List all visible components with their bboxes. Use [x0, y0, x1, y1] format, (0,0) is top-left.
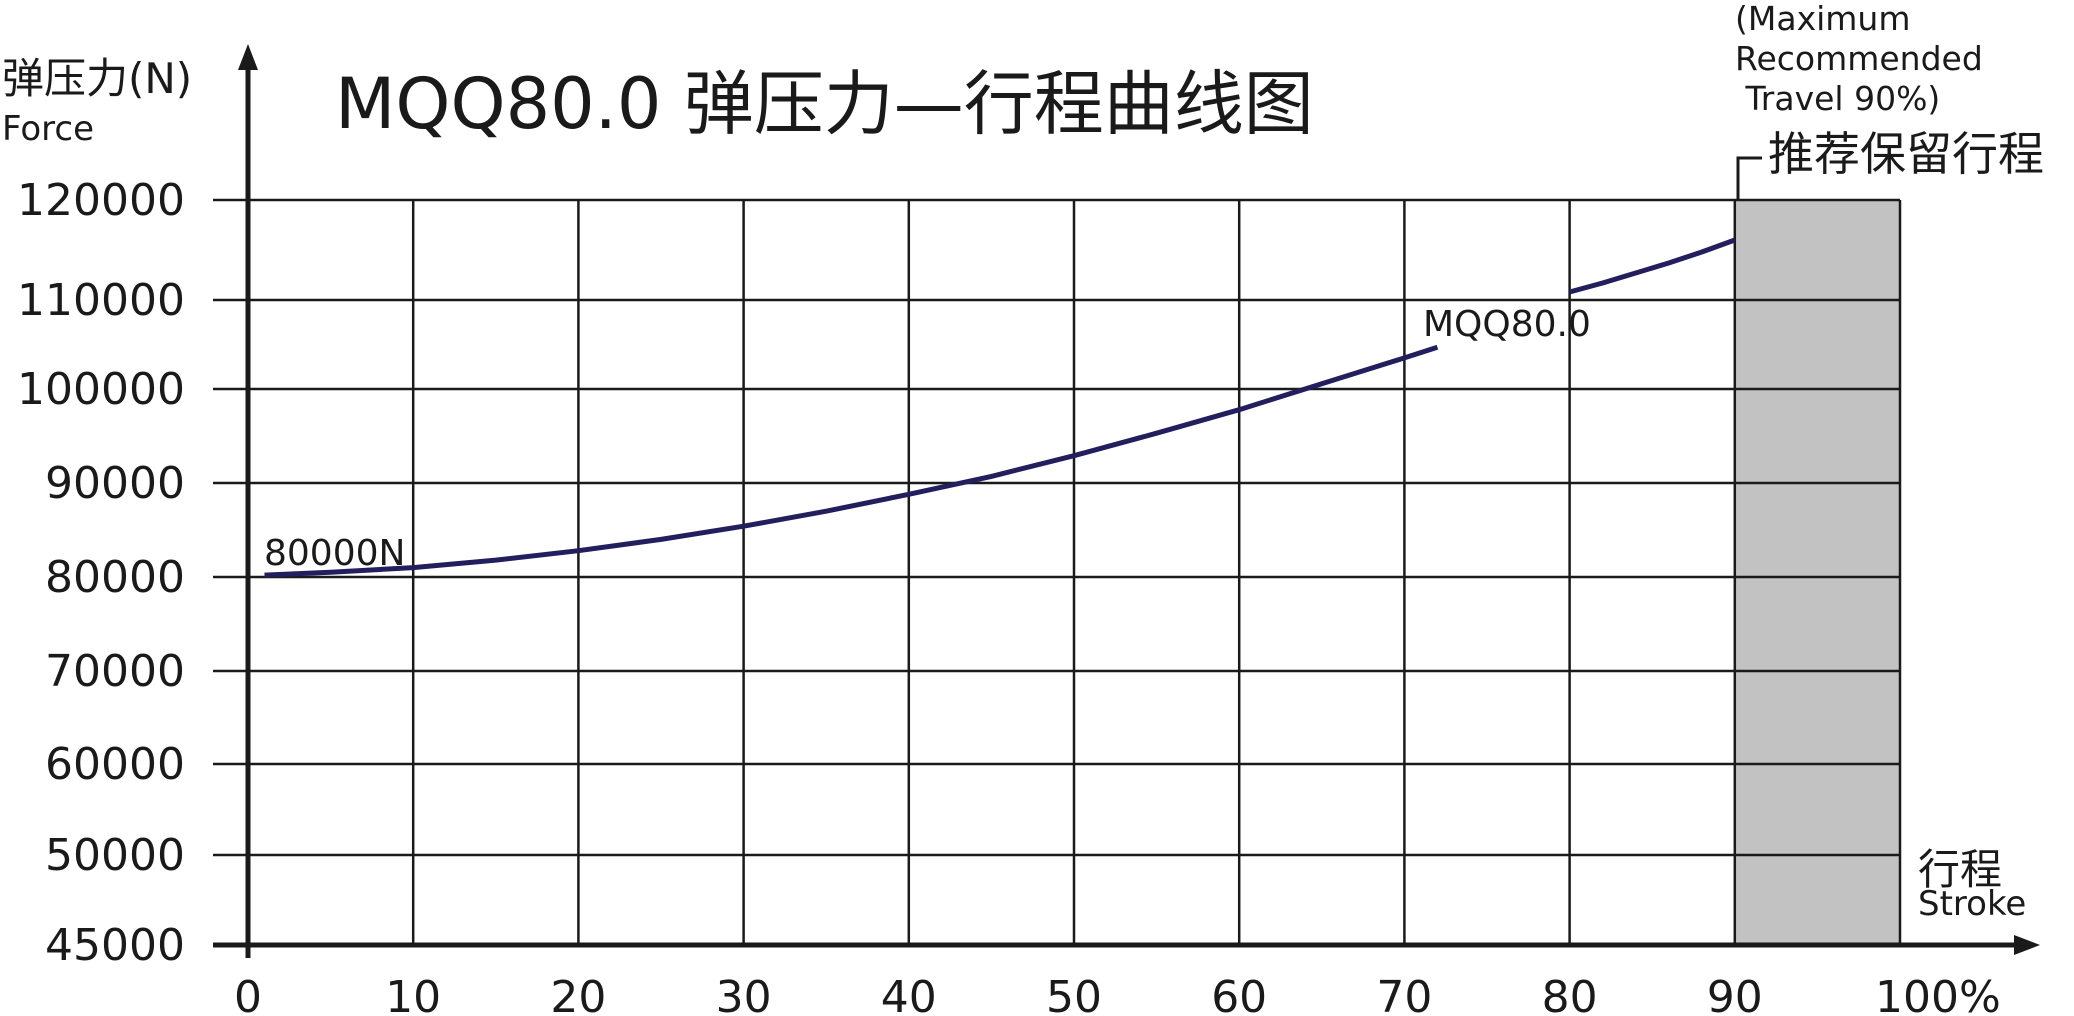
x-tick-label: 60: [1211, 972, 1267, 1016]
reserve-note-line-1: (Maximum: [1735, 0, 1910, 38]
x-tick-label: 50: [1046, 972, 1102, 1016]
y-tick-label: 90000: [45, 458, 185, 509]
x-tick-label: 70: [1376, 972, 1432, 1016]
y-tick-label: 120000: [17, 175, 185, 226]
series-layer: [264, 237, 1736, 578]
reserved-region-rect: [1734, 200, 1900, 945]
y-axis-arrow: [238, 44, 258, 70]
y-tick-label: 80000: [45, 552, 185, 603]
x-axis-arrow: [2014, 935, 2040, 955]
y-tick-label: 50000: [45, 830, 185, 881]
series-name-annotation: MQQ80.0: [1423, 304, 1591, 345]
series-line-0-segment-1: [1568, 237, 1736, 295]
x-tick-label: 80: [1542, 972, 1598, 1016]
y-tick-labels: 45000 50000 60000 70000 80000 90000 100000 1100…: [17, 175, 185, 971]
y-tick-label: 110000: [17, 275, 185, 326]
axes: [213, 44, 2040, 958]
reserved-travel-region: [1734, 200, 1900, 945]
start-force-annotation: 80000N: [264, 533, 405, 574]
x-axis-label-cn: 行程: [1918, 845, 2002, 894]
y-axis-label-en: Force: [2, 109, 94, 149]
series-line-0-segment-0: [264, 344, 1439, 578]
reserve-note-line-3: Travel 90%): [1735, 79, 1940, 118]
reserve-note-line-2: Recommended: [1735, 39, 1983, 78]
x-tick-label: 20: [550, 972, 606, 1016]
y-axis-label-cn: 弹压力(N): [2, 54, 192, 103]
x-tick-label: 30: [716, 972, 772, 1016]
y-tick-label: 60000: [45, 739, 185, 790]
x-tick-label: 90: [1707, 972, 1763, 1016]
reserve-callout-line: [1736, 156, 1762, 200]
x-tick-label: 100%: [1875, 972, 2001, 1016]
y-tick-label: 45000: [45, 920, 185, 971]
chart-title: MQQ80.0 弹压力—行程曲线图: [335, 63, 1314, 145]
reserve-label-cn: 推荐保留行程: [1768, 127, 2044, 181]
y-tick-label: 70000: [45, 646, 185, 697]
x-tick-label: 0: [234, 972, 262, 1016]
x-tick-label: 10: [385, 972, 441, 1016]
x-tick-labels: 0 10 20 30 40 50 60 70 80 90 100%: [234, 972, 2001, 1016]
x-tick-label: 40: [881, 972, 937, 1016]
y-tick-label: 100000: [17, 364, 185, 415]
grid-lines: [213, 198, 1902, 945]
x-axis-label-en: Stroke: [1918, 884, 2026, 924]
